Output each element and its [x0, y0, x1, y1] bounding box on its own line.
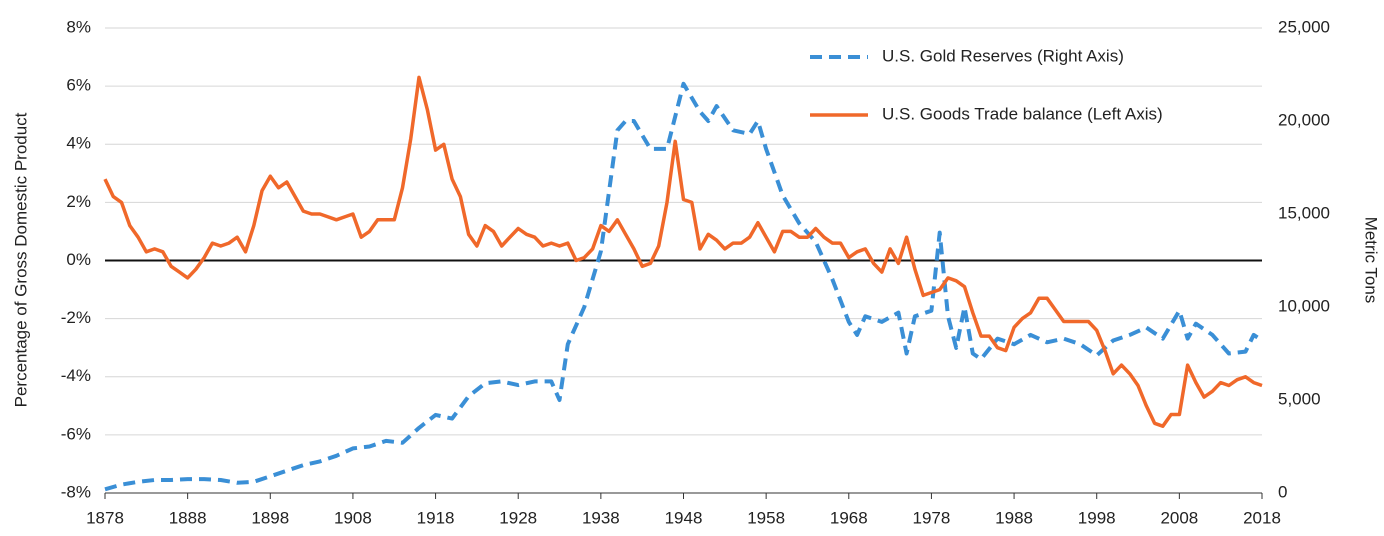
- y2-tick-label: 15,000: [1278, 203, 1330, 222]
- x-tick-label: 1878: [86, 508, 124, 527]
- legend-label: U.S. Goods Trade balance (Left Axis): [882, 104, 1163, 123]
- line-series: [104, 81, 1264, 492]
- x-tick-label: 1898: [251, 508, 289, 527]
- y2-tick-label: 25,000: [1278, 17, 1330, 36]
- y-axis-label: Percentage of Gross Domestic Product: [11, 112, 30, 407]
- y2-tick-label: 5,000: [1278, 389, 1321, 408]
- y2-tick-label: 10,000: [1278, 296, 1330, 315]
- y-tick-label: -6%: [61, 424, 91, 443]
- y-tick-label: 6%: [66, 76, 91, 95]
- y-tick-label: -4%: [61, 366, 91, 385]
- y-tick-label: 4%: [66, 134, 91, 153]
- x-tick-label: 1888: [169, 508, 207, 527]
- x-tick-label: 1958: [747, 508, 785, 527]
- x-tick-label: 1918: [417, 508, 455, 527]
- y-tick-label: -2%: [61, 308, 91, 327]
- y-tick-label: 2%: [66, 192, 91, 211]
- x-tick-label: 1978: [913, 508, 951, 527]
- y-tick-label: 8%: [66, 17, 91, 36]
- x-tick-label: 2018: [1243, 508, 1281, 527]
- x-tick-label: 1908: [334, 508, 372, 527]
- y2-tick-label: 0: [1278, 482, 1287, 501]
- line-series: [103, 75, 1263, 428]
- x-tick-label: 2008: [1160, 508, 1198, 527]
- x-tick-label: 1998: [1078, 508, 1116, 527]
- x-tick-label: 1968: [830, 508, 868, 527]
- y2-axis-label: Metric Tons: [1362, 217, 1381, 304]
- x-tick-label: 1988: [995, 508, 1033, 527]
- x-tick-label: 1938: [582, 508, 620, 527]
- x-tick-label: 1928: [499, 508, 537, 527]
- legend-label: U.S. Gold Reserves (Right Axis): [882, 46, 1124, 65]
- y-tick-label: 0%: [66, 250, 91, 269]
- y-tick-label: -8%: [61, 482, 91, 501]
- y2-tick-label: 20,000: [1278, 110, 1330, 129]
- x-tick-label: 1948: [665, 508, 703, 527]
